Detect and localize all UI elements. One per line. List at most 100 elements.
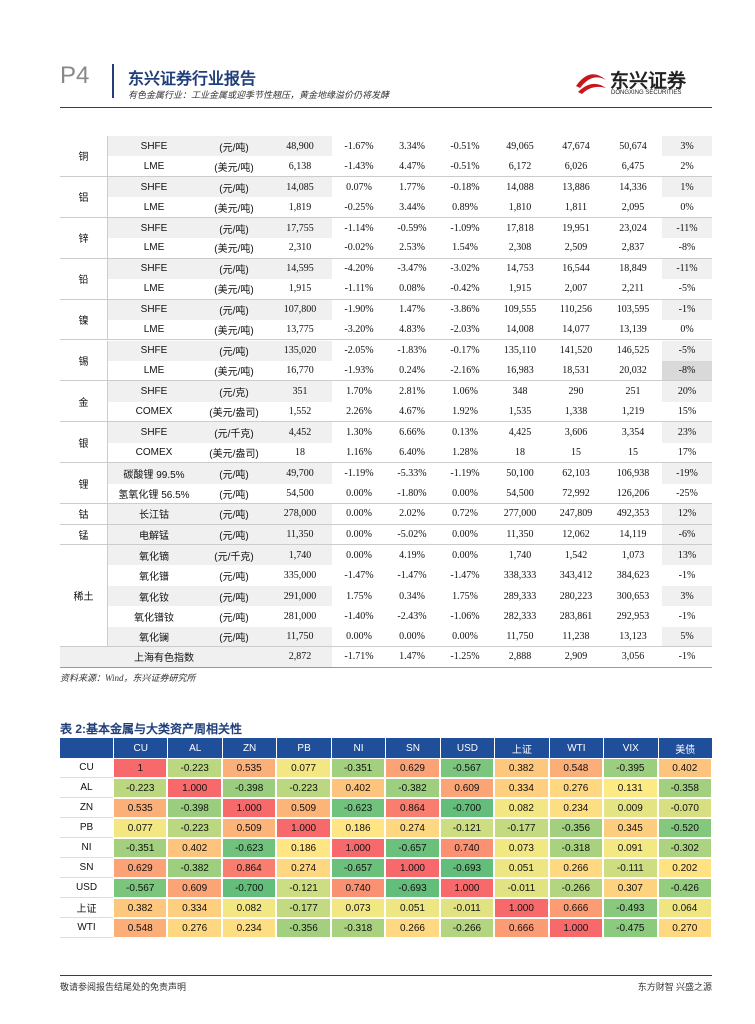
logo-subtext: DONGXING SECURITIES (611, 90, 682, 96)
row-label: LME (108, 279, 200, 300)
cell: 14,088 (492, 176, 548, 198)
cell: 107,800 (268, 299, 332, 321)
heatmap-cell: -0.356 (548, 818, 604, 838)
cell: 15% (662, 401, 712, 423)
heatmap-cell: 0.629 (385, 758, 440, 778)
heatmap-cell: 0.266 (385, 918, 440, 938)
heatmap-cell: -0.358 (657, 778, 712, 798)
row-label: SHFE (108, 299, 200, 321)
row-label: (元/吨) (200, 463, 268, 484)
cell: 17,755 (268, 217, 332, 239)
cell: 1.75% (332, 585, 386, 607)
cell: 0.00% (438, 524, 492, 545)
row-label: SHFE (108, 176, 200, 198)
heatmap-cell: 1.000 (276, 818, 331, 838)
row-label: (元/吨) (200, 299, 268, 321)
cell: 0.00% (386, 626, 438, 648)
row-label: LME (108, 197, 200, 218)
cell: -1.47% (386, 565, 438, 586)
cell: 0.00% (438, 545, 492, 566)
heatmap-cell: 1 (113, 758, 168, 778)
row-label: (元/吨) (200, 136, 268, 157)
cell: 278,000 (268, 504, 332, 525)
cell: 20,032 (604, 360, 662, 382)
heatmap-cell: 0.666 (494, 918, 549, 938)
cell: -0.17% (438, 340, 492, 361)
cell: 0.00% (332, 626, 386, 648)
cell: -2.05% (332, 340, 386, 361)
cell: 11,350 (268, 524, 332, 545)
row-header: USD (60, 878, 113, 898)
cell: 19,951 (548, 217, 604, 239)
footer-right: 东方财智 兴盛之源 (637, 982, 712, 992)
heatmap-cell: 0.266 (548, 858, 604, 878)
heatmap-cell: 0.334 (167, 898, 222, 918)
cell: 2,211 (604, 279, 662, 300)
heatmap-cell: 0.077 (113, 818, 168, 838)
heatmap-cell: 0.091 (603, 838, 658, 858)
cell: 14,077 (548, 320, 604, 341)
cell: 1,542 (548, 545, 604, 566)
heatmap-cell: -0.623 (221, 838, 277, 858)
cell: 1,073 (604, 545, 662, 566)
row-label: (美元/吨) (200, 320, 268, 341)
cell: -1% (662, 647, 712, 668)
cell: -4.20% (332, 258, 386, 280)
heatmap-cell: 0.131 (603, 778, 658, 798)
row-label: COMEX (108, 442, 200, 464)
heatmap-cell: -0.318 (330, 918, 386, 938)
heatmap-cell: 0.077 (276, 758, 331, 778)
cell: 2,310 (268, 238, 332, 259)
cell: -19% (662, 463, 712, 484)
cell: 141,520 (548, 340, 604, 361)
cell: 16,770 (268, 360, 332, 382)
cell: 18 (492, 442, 548, 464)
heatmap-cell: 0.186 (276, 838, 331, 858)
footer-left: 敬请参阅报告结尾处的免责声明 (60, 982, 187, 992)
heatmap-cell: 0.234 (221, 918, 277, 938)
row-label: (元/吨) (200, 585, 268, 607)
heatmap-cell: -0.223 (276, 778, 331, 798)
cell: 11,238 (548, 626, 604, 648)
cell: 110,256 (548, 299, 604, 321)
cell: 12% (662, 504, 712, 525)
heatmap-cell: -0.398 (221, 778, 277, 798)
cell: -1.09% (438, 217, 492, 239)
cell: 283,861 (548, 606, 604, 627)
cell: -1.19% (438, 463, 492, 484)
cell: 1.75% (438, 585, 492, 607)
cell: -2.03% (438, 320, 492, 341)
cell: 2.53% (386, 238, 438, 259)
heatmap-cell: 0.382 (494, 758, 549, 778)
cell: 1,810 (492, 197, 548, 218)
heatmap-cell: 0.609 (439, 778, 495, 798)
cell: -1.14% (332, 217, 386, 239)
heatmap-cell: 0.382 (113, 898, 168, 918)
heatmap-cell: -0.351 (330, 758, 386, 778)
cell: 4.83% (386, 320, 438, 341)
cell: 106,938 (604, 463, 662, 484)
cell: 13,775 (268, 320, 332, 341)
heatmap-cell: -0.700 (221, 878, 277, 898)
heatmap-cell: 0.334 (494, 778, 549, 798)
cell: 23,024 (604, 217, 662, 239)
row-label: SHFE (108, 136, 200, 157)
heatmap-cell: -0.177 (276, 898, 331, 918)
cell: -1.19% (332, 463, 386, 484)
heatmap-cell: 0.051 (494, 858, 549, 878)
row-label: (美元/吨) (200, 360, 268, 382)
cell: -1.93% (332, 360, 386, 382)
heatmap-cell: 1.000 (494, 898, 549, 918)
heatmap-cell: -0.657 (330, 858, 386, 878)
header-divider (112, 64, 114, 98)
cell: 3,056 (604, 647, 662, 668)
heatmap-cell: -0.177 (494, 818, 549, 838)
heatmap-cell: 0.073 (330, 898, 386, 918)
row-label: 氧化镧 (108, 626, 200, 648)
cell: -3.47% (386, 258, 438, 280)
cell: 49,065 (492, 136, 548, 157)
cell: 1.30% (332, 422, 386, 443)
group-label: 锡 (60, 340, 108, 382)
cell: 0.34% (386, 585, 438, 607)
cell: -1.67% (332, 136, 386, 157)
